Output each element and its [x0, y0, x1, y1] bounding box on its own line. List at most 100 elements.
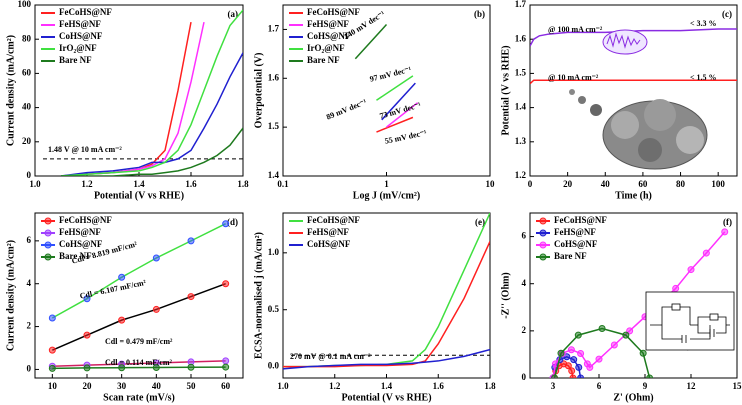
legend-marker: [44, 241, 52, 249]
data-point: [575, 363, 583, 371]
legend-label: FeHS@NF: [307, 227, 349, 237]
data-point: [152, 254, 160, 262]
plot-frame: [282, 4, 491, 177]
y-tick-label: 100: [18, 0, 32, 9]
resistor: [671, 303, 681, 311]
y-tick-label: 6: [522, 231, 527, 241]
y-tick-label: 20: [22, 136, 32, 146]
y-axis-label: ECSA-normalised j (mA/cm²): [253, 232, 264, 359]
x-axis-label: Time (h): [615, 190, 652, 201]
legend-label: Bare NF: [59, 251, 92, 261]
x-axis-label: Scan rate (mV/s): [103, 392, 175, 403]
x-tick-label: 100: [711, 179, 725, 189]
legend-marker: [44, 229, 52, 237]
y-tick-label: 1.6: [515, 33, 527, 43]
series-line: [376, 116, 414, 133]
x-tick-label: 1.4: [133, 179, 145, 189]
bubble: [590, 104, 602, 116]
y-tick-label: 1.7: [268, 23, 280, 33]
legend-marker: [539, 229, 547, 237]
series-line: [52, 360, 226, 367]
series-line: [52, 366, 226, 370]
legend-label: IrO₂@NF: [307, 43, 345, 53]
annotation: @ 10 mA cm⁻²: [548, 73, 599, 82]
x-tick-label: 12: [687, 381, 697, 391]
data-point: [567, 346, 575, 354]
data-point: [48, 314, 56, 322]
data-point: [702, 249, 710, 257]
panel-label: (c): [722, 9, 732, 19]
legend-marker: [539, 253, 547, 261]
stability-insets: [569, 29, 708, 170]
series-line: [530, 28, 737, 47]
y-axis-label: -Z'' (Ohm): [500, 272, 511, 318]
panel-label: (e): [475, 217, 485, 227]
y-tick-label: 1.0: [268, 247, 280, 257]
x-tick-label: 1.6: [185, 179, 197, 189]
data-point: [639, 349, 647, 357]
y-tick-label: 1.5: [268, 121, 280, 131]
legend-label: Bare NF: [307, 55, 340, 65]
y-tick-label: 40: [22, 102, 32, 112]
data-point: [626, 327, 634, 335]
zoom-noise: [606, 32, 641, 49]
data-point: [568, 367, 576, 375]
data-point: [564, 362, 572, 370]
legend-marker: [539, 217, 547, 225]
data-point: [118, 273, 126, 281]
x-tick-label: 10: [48, 381, 58, 391]
annotation: @ 100 mA cm⁻²: [548, 25, 603, 34]
x-tick-label: 0.1: [277, 179, 289, 189]
sem-image: [676, 126, 704, 154]
y-tick-label: 6: [27, 235, 32, 245]
data-point: [569, 374, 577, 378]
annotation: Cdl = 0.114 mF/cm²: [105, 358, 173, 367]
y-tick-label: 1.7: [515, 0, 527, 9]
x-axis-label: Log J (mV/cm²): [353, 190, 420, 201]
legend-label: CoHS@NF: [307, 239, 351, 249]
data-point: [152, 364, 160, 371]
x-tick-label: 50: [187, 381, 197, 391]
data-point: [721, 228, 729, 236]
x-tick-label: 20: [563, 179, 573, 189]
panel-label: (b): [474, 9, 485, 19]
annotation: 89 mV dec⁻¹: [325, 97, 368, 121]
x-tick-label: 1.2: [329, 381, 341, 391]
data-point: [187, 293, 195, 301]
panel: 0.1 1 10 1.4 1.5 1.6 1.7 Log J (mV/cm²) Overpote…: [253, 4, 495, 201]
series-line: [381, 82, 416, 121]
data-point: [187, 363, 195, 371]
series-line: [60, 9, 243, 176]
annotation: 270 mV @ 0.1 mA cm⁻²: [290, 352, 371, 361]
data-point: [187, 237, 195, 245]
legend-marker: [539, 241, 547, 249]
sem-image: [611, 111, 639, 139]
x-tick-label: 1.4: [381, 381, 393, 391]
data-point: [577, 374, 585, 378]
series-group: [530, 28, 737, 85]
x-tick-label: 9: [643, 381, 648, 391]
x-tick-label: 1: [384, 179, 389, 189]
panel: 1.0 1.2 1.4 1.6 1.8 0.0 0.5 1.0 Potential (V vs …: [253, 212, 496, 403]
y-tick-label: 0: [522, 372, 527, 382]
legend-label: FeCoHS@NF: [554, 215, 607, 225]
series-group: [283, 213, 490, 370]
legend-label: CoHS@NF: [307, 31, 351, 41]
y-tick-label: 80: [22, 33, 32, 43]
data-point: [586, 363, 594, 371]
legend-label: FeCoHS@NF: [59, 215, 112, 225]
legend-label: CoHS@NF: [554, 239, 598, 249]
y-tick-label: 1.2: [515, 170, 527, 180]
data-point: [222, 363, 230, 371]
y-axis-label: Overpotential (V): [253, 53, 264, 129]
series-line: [52, 283, 226, 351]
series-line: [386, 102, 419, 128]
plot-frame: [34, 4, 244, 177]
x-tick-label: 40: [152, 381, 162, 391]
y-axis-label: Potential (V vs RHE): [500, 45, 511, 135]
series-line: [61, 127, 243, 176]
series-line: [283, 241, 490, 368]
data-point: [687, 266, 695, 274]
